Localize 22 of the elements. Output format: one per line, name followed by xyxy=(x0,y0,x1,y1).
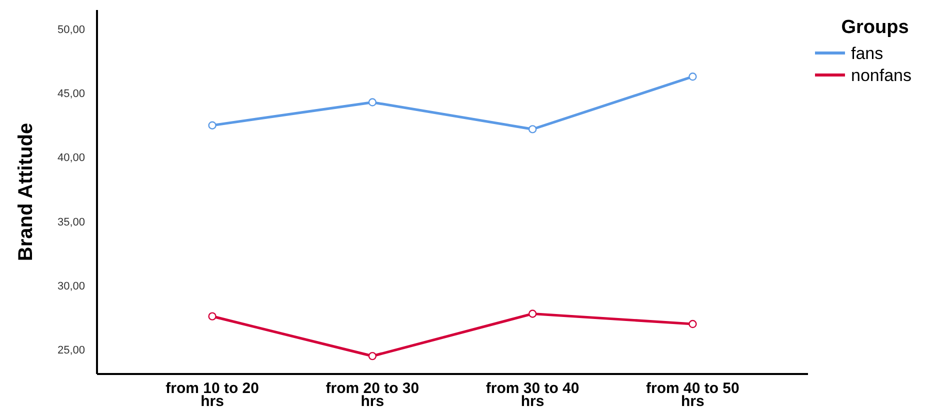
legend-label: nonfans xyxy=(851,66,912,85)
x-tick-label: from 40 to 50 hrs xyxy=(646,380,740,410)
point xyxy=(208,312,216,320)
legend-label: fans xyxy=(851,44,884,63)
y-tick-label: 30,00 xyxy=(57,280,85,292)
y-tick-label: 45,00 xyxy=(57,88,85,100)
point xyxy=(368,352,377,360)
y-axis-title: Brand Attitude xyxy=(15,122,37,262)
point xyxy=(528,125,537,134)
point xyxy=(688,72,697,81)
point xyxy=(688,320,697,328)
point xyxy=(368,98,377,106)
x-tick-label: from 20 to 30 hrs xyxy=(326,380,420,410)
point xyxy=(208,121,216,130)
legend-title: Groups xyxy=(841,17,909,38)
y-tick-label: 50,00 xyxy=(57,24,85,36)
y-tick-label: 35,00 xyxy=(57,216,85,228)
x-tick-label: from 10 to 20 hrs xyxy=(166,380,259,410)
x-tick-label: from 30 to 40 hrs xyxy=(486,380,580,410)
y-tick-label: 40,00 xyxy=(57,152,85,164)
point xyxy=(528,310,537,318)
y-tick-label: 25,00 xyxy=(57,344,85,356)
